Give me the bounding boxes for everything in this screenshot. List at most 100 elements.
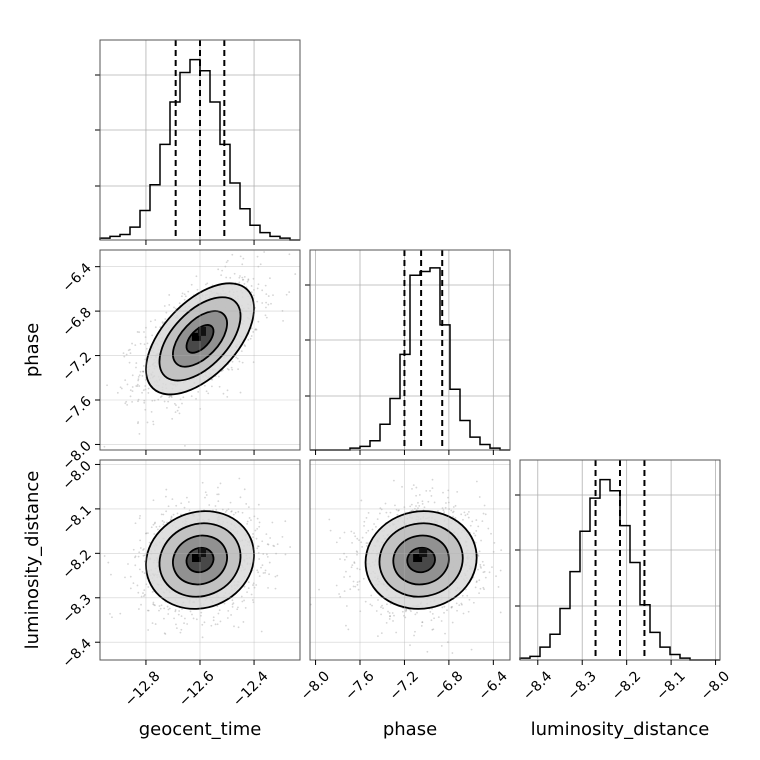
sample-point: [405, 609, 407, 611]
sample-point: [180, 615, 183, 618]
sample-point: [417, 507, 419, 510]
sample-point: [272, 544, 275, 547]
sample-point: [143, 401, 146, 404]
sample-point: [261, 302, 264, 304]
sample-point: [178, 412, 181, 415]
sample-point: [451, 605, 454, 608]
sample-point: [106, 384, 108, 387]
sample-point: [269, 537, 272, 539]
y-tick-label: −7.6: [59, 393, 94, 428]
sample-point: [397, 509, 400, 512]
sample-point: [350, 566, 353, 569]
sample-point: [431, 487, 434, 490]
sample-point: [165, 510, 168, 513]
sample-point: [175, 404, 177, 406]
sample-point: [164, 633, 167, 635]
sample-point: [357, 588, 360, 591]
sample-point: [210, 385, 213, 388]
sample-point: [360, 499, 363, 502]
sample-point: [134, 556, 136, 559]
sample-point: [220, 274, 223, 277]
sample-point: [226, 617, 229, 619]
sample-point: [151, 334, 154, 337]
sample-point: [257, 552, 260, 554]
y-axis-label-luminosity_distance: luminosity_distance: [22, 471, 43, 650]
sample-point: [252, 582, 255, 585]
sample-point: [350, 530, 353, 533]
sample-point: [120, 387, 123, 390]
x-axis-label-luminosity_distance: luminosity_distance: [531, 719, 710, 740]
sample-point: [175, 623, 177, 626]
sample-point: [257, 571, 260, 574]
sample-point: [477, 525, 480, 528]
sample-point: [152, 601, 155, 604]
sample-point: [246, 280, 249, 283]
sample-point: [136, 385, 139, 388]
sample-point: [225, 261, 228, 264]
sample-point: [250, 285, 253, 287]
x-tick-label: −6.4: [476, 668, 511, 703]
sample-point: [270, 302, 272, 305]
sample-point: [116, 391, 119, 394]
sample-point: [124, 576, 126, 579]
sample-point: [138, 331, 141, 334]
y-tick-label: −7.2: [59, 349, 94, 384]
sample-point: [159, 396, 162, 398]
histogram-step: [99, 58, 300, 241]
sample-point: [217, 268, 220, 271]
density-content: [103, 477, 292, 639]
sample-point: [231, 605, 234, 608]
sample-point: [161, 321, 164, 323]
sample-point: [168, 304, 171, 306]
sample-point: [252, 584, 254, 586]
sample-point: [347, 628, 350, 631]
sample-point: [482, 512, 485, 515]
sample-point: [247, 506, 250, 509]
sample-point: [250, 335, 253, 337]
sample-point: [243, 283, 246, 285]
sample-point: [205, 283, 207, 286]
sample-point: [375, 525, 377, 528]
sample-point: [217, 612, 220, 615]
sample-point: [442, 491, 444, 494]
density-geocent_time-vs-phase: [99, 249, 301, 451]
x-tick-label: −8.4: [520, 668, 555, 703]
sample-point: [258, 525, 261, 528]
sample-point: [142, 370, 145, 373]
sample-point: [267, 586, 269, 589]
sample-point: [418, 494, 421, 496]
sample-point: [257, 283, 260, 286]
sample-point: [168, 607, 171, 610]
sample-point: [167, 613, 170, 615]
x-tick-label: −8.1: [653, 668, 688, 703]
sample-point: [142, 554, 145, 557]
sample-point: [365, 542, 368, 544]
histogram-step: [519, 478, 720, 661]
sample-point: [243, 585, 246, 588]
sample-point: [421, 621, 424, 624]
sample-point: [405, 608, 408, 611]
sample-point: [356, 551, 359, 554]
sample-point: [136, 584, 139, 587]
sample-point: [353, 562, 356, 565]
sample-point: [458, 604, 461, 607]
sample-point: [203, 621, 206, 624]
sample-point: [479, 563, 482, 566]
sample-point: [401, 610, 404, 613]
sample-point: [492, 550, 495, 553]
sample-point: [444, 506, 447, 509]
sample-point: [226, 395, 229, 398]
sample-point: [191, 613, 193, 616]
sample-point: [452, 506, 455, 508]
sample-point: [441, 606, 444, 609]
sample-point: [375, 610, 378, 612]
sample-point: [256, 527, 259, 530]
y-tick-label: −8.1: [59, 502, 94, 537]
sample-point: [418, 504, 421, 507]
sample-point: [159, 607, 162, 610]
sample-point: [266, 543, 269, 546]
sample-point: [150, 410, 153, 413]
sample-point: [288, 291, 291, 293]
sample-point: [454, 504, 457, 507]
sample-point: [212, 616, 215, 619]
